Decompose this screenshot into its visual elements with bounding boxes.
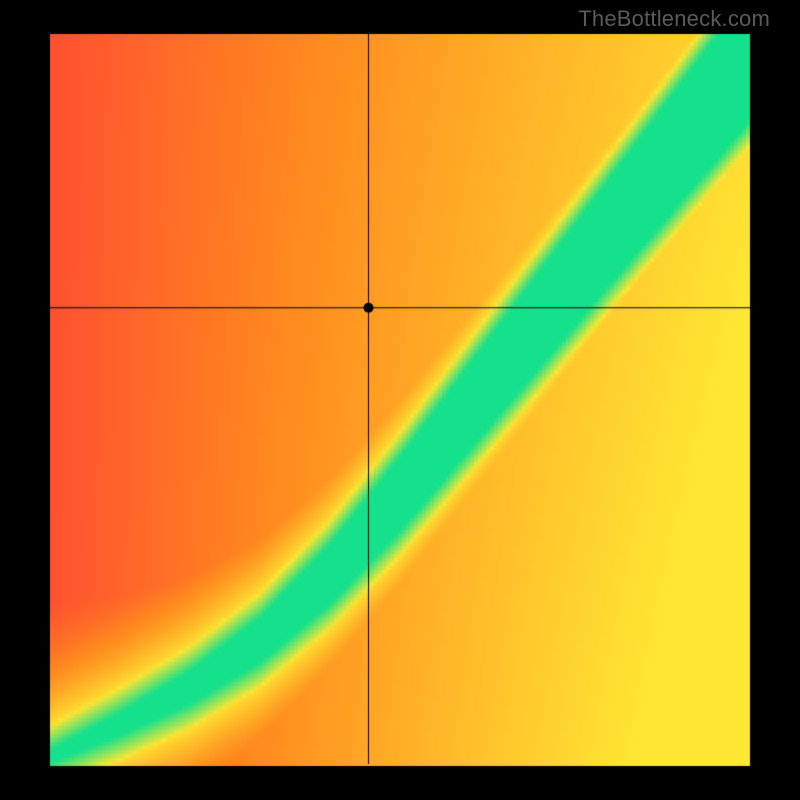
watermark-text: TheBottleneck.com (578, 6, 770, 32)
bottleneck-heatmap-canvas (0, 0, 800, 800)
chart-container: TheBottleneck.com (0, 0, 800, 800)
